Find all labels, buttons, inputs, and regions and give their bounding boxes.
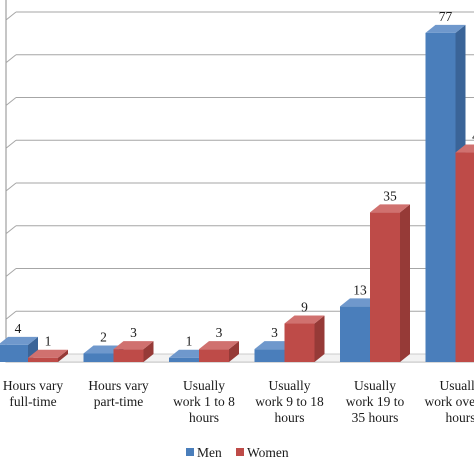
bar-women-1 (113, 349, 144, 362)
bar-men-0 (0, 344, 28, 362)
category-label-line-2-1: work 1 to 8 (173, 394, 235, 409)
category-label-line-2-0: Usually (183, 378, 225, 393)
category-label-line-5-0: Usually (440, 378, 474, 393)
data-label-women-1: 3 (130, 325, 137, 340)
category-label-line-4-1: work 19 to (346, 394, 405, 409)
category-label-line-3-0: Usually (269, 378, 311, 393)
category-label-line-0-1: full-time (9, 394, 56, 409)
bar-top-women-1 (113, 341, 154, 350)
bar-women-0 (28, 357, 58, 362)
bar-top-men-5 (425, 24, 466, 33)
gridline-diagonal (5, 268, 17, 277)
gridline-diagonal (5, 11, 17, 21)
legend-swatch-women (236, 448, 244, 456)
bar-side-women-4 (400, 204, 410, 362)
category-label-2: Usually work 1 to 8 hours (173, 378, 235, 425)
category-label-0: Hours vary full-time (3, 378, 64, 409)
category-label-line-0-0: Hours vary (3, 378, 64, 393)
data-labels: 412313391335774 (15, 9, 474, 349)
bar-top-women-3 (284, 315, 325, 324)
gridline-diagonal (5, 225, 17, 235)
category-label-line-5-2: hours (446, 410, 474, 425)
category-label-line-3-1: work 9 to 18 (255, 394, 324, 409)
gridline-diagonal (5, 97, 17, 106)
category-label-line-5-1: work over 35 (425, 394, 474, 409)
bar-women-2 (199, 349, 229, 362)
category-label-line-2-2: hours (189, 410, 219, 425)
data-label-women-4: 35 (383, 188, 397, 203)
bar-women-5 (455, 152, 474, 362)
data-label-men-4: 13 (353, 282, 367, 297)
category-label-1: Hours vary part-time (88, 378, 149, 409)
data-label-men-2: 1 (186, 334, 193, 349)
bar-men-2 (169, 357, 199, 362)
data-label-men-5: 77 (439, 9, 453, 24)
bar-side-women-3 (314, 315, 325, 362)
bar-women-4 (370, 212, 400, 362)
data-label-men-3: 3 (271, 325, 278, 340)
bar-men-4 (340, 306, 370, 362)
bar-side-women-1 (143, 341, 154, 362)
gridline-diagonal (5, 54, 17, 64)
bar-top-men-0 (0, 336, 38, 345)
category-label-4: Usually work 19 to 35 hours (346, 378, 405, 425)
gridline-diagonal (5, 182, 17, 192)
bar-men-3 (254, 349, 285, 362)
data-label-men-1: 2 (100, 329, 107, 344)
category-label-line-1-0: Hours vary (88, 378, 149, 393)
data-label-men-0: 4 (15, 321, 22, 336)
data-label-women-3: 9 (301, 300, 308, 315)
data-label-women-2: 3 (216, 325, 223, 340)
legend-label-men: Men (197, 445, 222, 460)
bars (0, 24, 474, 362)
bar-side-women-2 (229, 341, 239, 362)
bar-side-women-0 (58, 349, 68, 362)
bar-top-women-0 (28, 349, 68, 358)
bar-women-3 (284, 323, 315, 362)
category-label-3: Usually work 9 to 18 hours (255, 378, 324, 425)
data-label-women-0: 1 (45, 334, 52, 349)
gridline-diagonal (5, 310, 17, 320)
category-label-line-4-0: Usually (354, 378, 396, 393)
bar-top-women-2 (199, 341, 239, 350)
legend-swatch-men (186, 448, 194, 456)
category-label-line-1-1: part-time (94, 394, 143, 409)
data-label-women-5: 4 (472, 129, 474, 144)
category-label-line-3-2: hours (275, 410, 305, 425)
bar-top-women-4 (370, 204, 410, 213)
bar-men-5 (425, 32, 456, 362)
legend-label-women: Women (247, 445, 289, 460)
bar-top-women-5 (455, 144, 474, 153)
gridline-diagonal (5, 139, 17, 149)
legend: Men Women (186, 445, 289, 460)
bar-men-1 (83, 353, 114, 362)
category-label-line-4-2: 35 hours (352, 410, 399, 425)
